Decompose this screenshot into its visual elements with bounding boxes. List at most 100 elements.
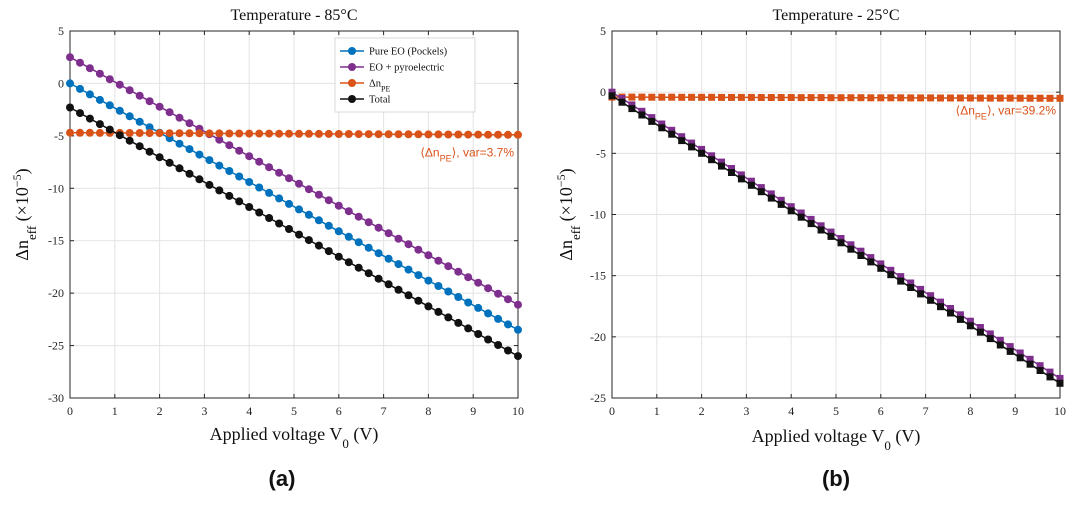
data-point xyxy=(295,179,303,188)
x-tick-label: 10 xyxy=(512,404,524,418)
data-point xyxy=(737,93,745,101)
data-point xyxy=(976,324,984,331)
data-point xyxy=(777,94,785,101)
data-point xyxy=(648,117,656,125)
data-point xyxy=(837,239,845,247)
data-point xyxy=(757,184,765,192)
data-point xyxy=(494,130,503,139)
data-point xyxy=(105,75,114,84)
data-point xyxy=(195,175,204,184)
data-point xyxy=(235,129,244,138)
x-axis-label-main: Applied voltage V xyxy=(210,424,343,444)
data-point xyxy=(295,129,303,138)
data-point xyxy=(937,298,944,306)
data-point xyxy=(175,139,184,148)
y-tick-label: 5 xyxy=(58,24,64,38)
data-point xyxy=(245,152,254,161)
data-point xyxy=(324,247,333,256)
data-point xyxy=(265,163,274,172)
data-point xyxy=(747,181,755,189)
x-tick-label: 8 xyxy=(967,404,973,418)
data-point xyxy=(1016,94,1024,102)
data-point xyxy=(658,124,666,132)
data-point xyxy=(125,86,134,95)
data-point xyxy=(474,330,483,338)
data-point xyxy=(115,131,124,140)
data-point xyxy=(225,129,234,138)
data-point xyxy=(668,130,676,138)
data-point xyxy=(145,97,154,106)
x-tick-label: 9 xyxy=(470,404,476,418)
data-point xyxy=(514,130,522,139)
data-point xyxy=(857,247,865,255)
data-point xyxy=(295,230,303,239)
data-point xyxy=(494,314,503,323)
data-point xyxy=(185,169,194,178)
data-point xyxy=(105,101,114,110)
data-point xyxy=(668,126,676,134)
y-tick-label: -10 xyxy=(590,208,606,222)
data-point xyxy=(135,129,144,137)
data-point xyxy=(85,114,94,123)
data-point xyxy=(897,277,905,285)
data-point xyxy=(1036,362,1044,370)
data-point xyxy=(986,94,994,102)
data-point xyxy=(817,94,825,102)
x-axis-label: Applied voltage V0 (V) xyxy=(752,426,921,453)
series-line xyxy=(69,82,519,331)
data-point xyxy=(678,93,686,101)
data-point xyxy=(185,145,194,154)
data-point xyxy=(205,156,214,165)
data-point xyxy=(797,213,805,221)
y-axis-label-main: Δn xyxy=(12,240,32,261)
data-point xyxy=(444,262,453,271)
data-point xyxy=(464,298,473,307)
x-tick-label: 1 xyxy=(654,404,660,418)
data-point xyxy=(304,236,313,245)
x-tick-label: 7 xyxy=(923,404,929,418)
x-tick-label: 4 xyxy=(788,404,794,418)
data-point xyxy=(767,194,775,202)
data-point xyxy=(404,130,413,139)
data-point xyxy=(514,325,522,334)
data-point xyxy=(165,158,174,167)
data-point xyxy=(95,95,104,104)
data-point xyxy=(434,307,443,316)
data-point xyxy=(145,123,154,132)
data-point xyxy=(847,241,855,249)
x-tick-label: 0 xyxy=(609,404,615,418)
data-point xyxy=(638,93,646,101)
data-point xyxy=(374,223,383,232)
data-point xyxy=(76,128,84,137)
data-point xyxy=(334,130,343,138)
legend-swatch-marker xyxy=(348,79,356,87)
data-point xyxy=(787,203,795,211)
data-point xyxy=(265,188,274,197)
data-point xyxy=(424,251,433,260)
data-point xyxy=(688,143,696,151)
y-tick-label: -30 xyxy=(48,391,64,405)
data-point xyxy=(334,201,343,210)
data-point xyxy=(394,130,403,139)
data-point xyxy=(364,269,373,278)
data-point xyxy=(777,200,785,208)
data-point xyxy=(887,94,895,102)
data-point xyxy=(205,180,214,189)
data-point xyxy=(275,168,284,177)
y-tick-label: -5 xyxy=(596,146,606,160)
data-point xyxy=(897,94,905,102)
data-point xyxy=(966,322,974,330)
data-point xyxy=(608,88,616,96)
data-point xyxy=(155,129,164,138)
data-point xyxy=(966,317,974,325)
series-pure-eo-pockels- xyxy=(66,79,522,334)
data-point xyxy=(255,208,264,217)
data-point xyxy=(195,150,204,159)
data-point xyxy=(434,282,443,290)
data-point xyxy=(364,218,373,227)
data-point xyxy=(648,93,656,101)
x-tick-label: 2 xyxy=(157,404,163,418)
data-point xyxy=(334,252,343,261)
data-point xyxy=(185,119,194,128)
y-axis-label-sup: −5 xyxy=(554,174,568,187)
